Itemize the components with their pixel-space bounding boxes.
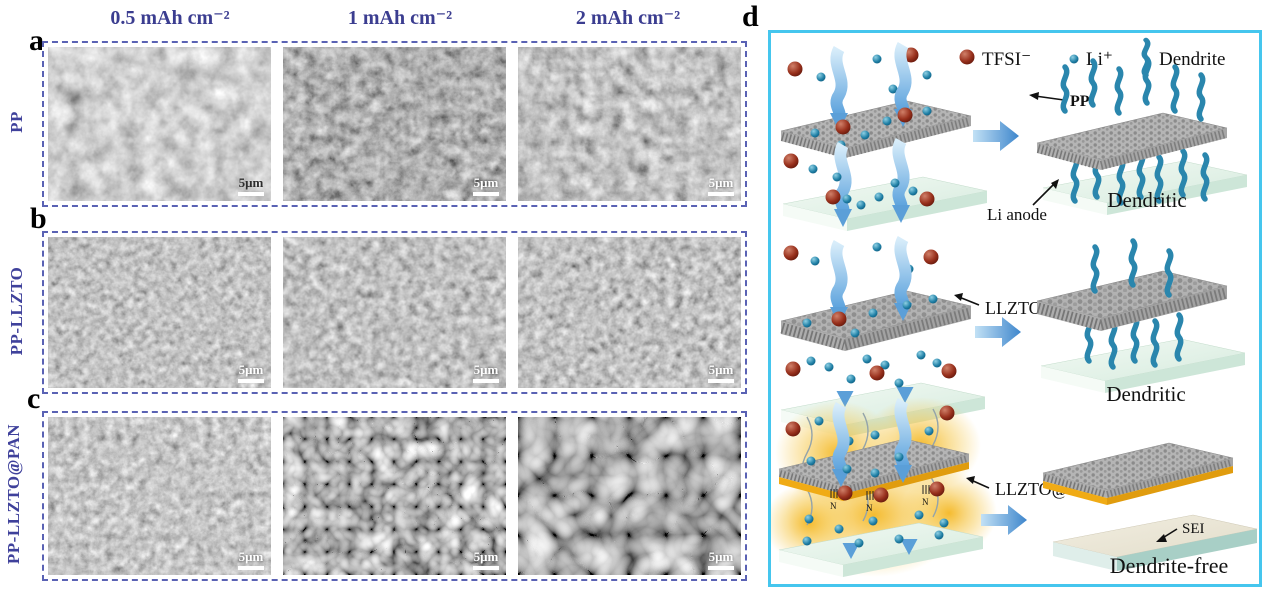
sem-image-llzto-0p5: 5μm [48,237,271,388]
scheme-pp-before [781,45,988,232]
scale-bar-label: 5μm [238,175,264,191]
column-header-0p5: 0.5 mAh cm⁻² [110,7,230,29]
llzto-callout: LLZTO [954,293,1042,318]
sem-panel-a: 5μm 5μm 5μm [42,41,747,207]
row-label-pp-llzto-pan: PP-LLZTO@PAN [4,423,23,565]
scale-bar-label: 5μm [473,549,499,565]
ion-cluster [785,350,957,388]
nitrile-label: N [922,497,929,507]
scale-bar-label: 5μm [708,362,734,378]
pp-callout: PP [1029,92,1090,110]
scale-bar-line [708,379,734,383]
scale-bar-line [473,192,499,196]
scale-bar: 5μm [473,363,499,383]
scale-bar: 5μm [708,363,734,383]
arrowhead-icon [966,476,975,484]
scale-bar-label: 5μm [238,549,264,565]
transform-arrow-icon [975,317,1021,347]
column-header-1: 1 mAh cm⁻² [347,7,453,29]
scheme-llzto-after [1037,241,1246,394]
sei-callout: SEI [1156,521,1205,542]
li-anode-label: Li anode [987,205,1047,224]
scale-bar-label: 5μm [238,362,264,378]
scale-bar: 5μm [708,550,734,570]
arrowhead-icon [1051,179,1059,189]
sem-image-llzto-pan-2: 5μm [518,417,741,575]
scheme-llzto-pan-before: N N N [771,397,997,578]
ion-cluster [783,242,939,274]
scale-bar: 5μm [708,176,734,196]
arrowhead-icon [1029,92,1039,100]
sem-image-llzto-2: 5μm [518,237,741,388]
panel-d-box: TFSI⁻ Li⁺ Dendrite [768,30,1262,587]
panel-letter-c: c [27,382,41,415]
transform-arrow-icon [973,121,1019,151]
result-label-dendritic-1: Dendritic [1107,188,1186,212]
legend-tfsi-label: TFSI⁻ [982,49,1031,70]
tfsi-ion-icon [959,49,975,65]
scale-bar-line [708,192,734,196]
scale-bar: 5μm [238,176,264,196]
scale-bar-line [473,566,499,570]
llzto-separator-label: LLZTO [985,298,1042,318]
scale-bar-line [473,379,499,383]
sem-image-pp-1: 5μm [283,47,506,201]
sem-panel-c: 5μm 5μm 5μm [42,411,747,581]
sem-image-pp-0p5: 5μm [48,47,271,201]
scale-bar-line [708,566,734,570]
arrowhead-icon [1156,534,1167,542]
legend-dendrite-label: Dendrite [1159,49,1225,70]
scale-bar-label: 5μm [473,362,499,378]
scale-bar-label: 5μm [473,175,499,191]
sem-image-llzto-pan-0p5: 5μm [48,417,271,575]
row-label-pp-llzto: PP-LLZTO [7,266,26,356]
li-ion-icon [1069,54,1079,64]
panel-letter-b: b [30,202,47,235]
li-anode-plate-icon [782,176,988,232]
nitrile-group-icon [830,485,930,500]
panel-letter-d: d [742,0,759,33]
li-anode-callout: Li anode [987,179,1059,224]
scheme-llzto-pan-after [1043,443,1258,572]
panel-d-schematic: TFSI⁻ Li⁺ Dendrite [771,33,1258,578]
scale-bar-label: 5μm [708,175,734,191]
scale-bar-line [238,379,264,383]
column-header-2: 2 mAh cm⁻² [575,7,681,29]
sem-image-pp-2: 5μm [518,47,741,201]
pp-separator-label: PP [1070,93,1090,110]
sei-label: SEI [1182,521,1205,537]
nitrile-label: N [866,503,873,513]
result-label-dendritic-2: Dendritic [1106,382,1185,406]
sem-panel-b: 5μm 5μm 5μm [42,231,747,394]
result-label-dendrite-free: Dendrite-free [1110,553,1228,578]
scale-bar: 5μm [238,363,264,383]
separator-plate-pp-icon [781,101,971,158]
scale-bar: 5μm [473,176,499,196]
separator-plate-pp-icon [1037,113,1227,170]
scale-bar-line [238,566,264,570]
nitrile-label: N [830,501,837,511]
row-label-pp: PP [7,111,26,133]
scale-bar-label: 5μm [708,549,734,565]
panel-letter-a: a [29,24,44,57]
legend-li-label: Li⁺ [1086,49,1113,70]
sem-image-llzto-1: 5μm [283,237,506,388]
scale-bar: 5μm [238,550,264,570]
sem-image-llzto-pan-1: 5μm [283,417,506,575]
arrowhead-icon [954,293,963,301]
scale-bar: 5μm [473,550,499,570]
scale-bar-line [238,192,264,196]
